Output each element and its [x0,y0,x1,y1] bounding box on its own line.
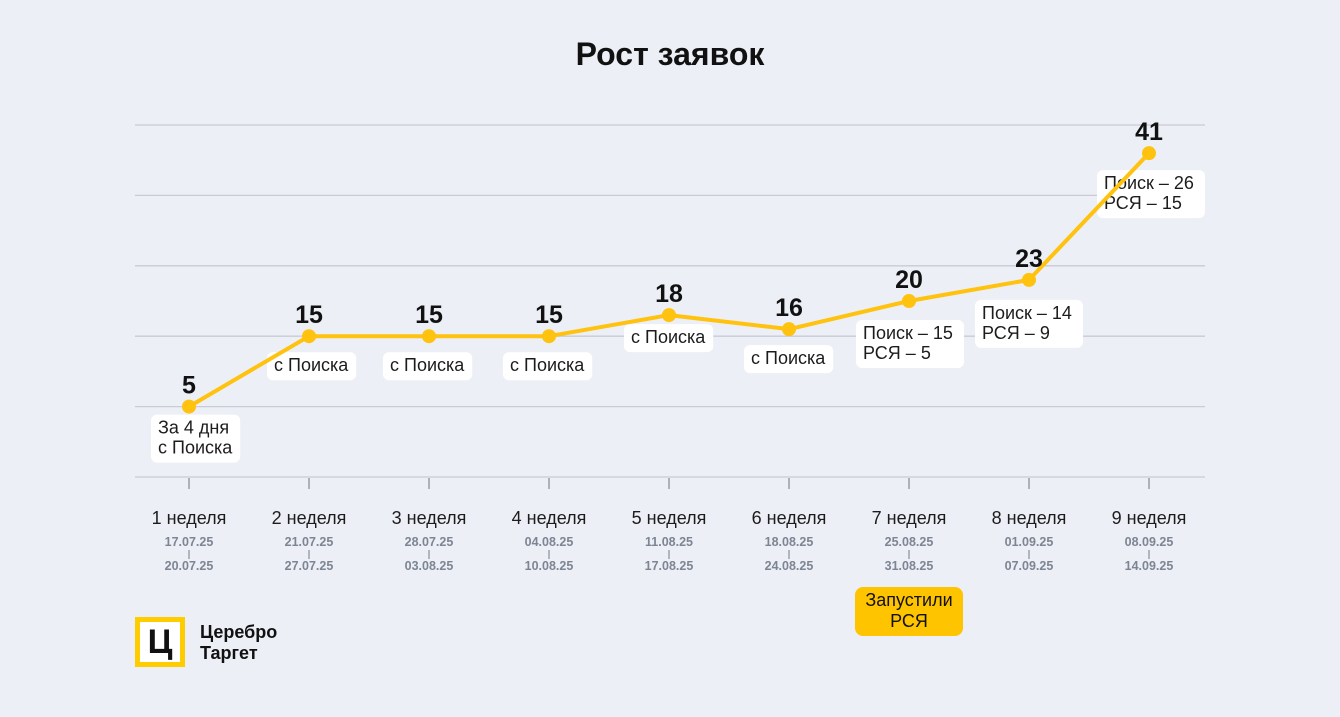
date-end-label: 24.08.25 [765,559,814,573]
data-label: 18 [655,280,683,308]
annotation-text: с Поиска [751,348,826,368]
date-start-label: 04.08.25 [525,535,574,549]
data-label: 5 [182,372,196,400]
launch-note: Запустили РСЯ [855,587,963,636]
annotation-text: Поиск – 15 [863,323,953,343]
x-tick-label: 8 неделя [992,508,1067,528]
brand-name: Церебро Таргет [200,622,277,664]
date-start-label: 28.07.25 [405,535,454,549]
annotation-box [151,414,241,463]
date-start-label: 25.08.25 [885,535,934,549]
x-tick-label: 2 неделя [272,508,347,528]
brand-name-line: Церебро [200,622,278,642]
data-point [302,329,316,344]
date-end-label: 20.07.25 [165,559,214,573]
date-end-label: 17.08.25 [645,559,694,573]
data-point [422,329,436,344]
date-start-label: 18.08.25 [765,535,814,549]
annotation-box [503,352,593,381]
annotation-box [975,299,1083,348]
data-point [1022,272,1036,287]
data-label: 41 [1135,118,1163,146]
launch-note-line: Запустили [865,590,953,610]
date-start-label: 01.09.25 [1005,535,1054,549]
annotation-box [267,352,357,381]
date-start-label: 08.09.25 [1125,535,1174,549]
annotation-text: Поиск – 26 [1104,173,1194,193]
date-end-label: 14.09.25 [1125,559,1174,573]
data-point [782,322,796,337]
annotation-text: РСЯ – 9 [982,323,1050,343]
x-tick-label: 1 неделя [152,508,227,528]
data-label: 15 [535,301,563,329]
date-end-label: 31.08.25 [885,559,934,573]
brand-logo-letter: Ц [140,622,180,662]
annotation-text: За 4 дня [158,418,229,438]
data-label: 15 [295,301,323,329]
date-start-label: 11.08.25 [645,535,693,549]
data-label: 23 [1015,245,1043,273]
x-tick-label: 9 неделя [1112,508,1187,528]
annotation-text: с Поиска [631,327,706,347]
data-point [1142,146,1156,161]
brand-name-line: Таргет [200,643,258,663]
x-tick-label: 6 неделя [752,508,827,528]
x-tick-label: 3 неделя [392,508,467,528]
chart-title: Рост заявок [575,36,765,72]
brand-logo: Ц [135,617,185,667]
data-label: 20 [895,266,923,294]
annotation-text: Поиск – 14 [982,303,1072,323]
x-tick-label: 7 неделя [872,508,947,528]
date-start-label: 21.07.25 [285,535,334,549]
data-point [542,329,556,344]
data-point [182,399,196,414]
x-tick-label: 4 неделя [512,508,587,528]
data-point [902,294,916,308]
x-tick-label: 5 неделя [632,508,707,528]
date-end-label: 07.09.25 [1005,559,1054,573]
date-end-label: 10.08.25 [525,559,574,573]
annotation-box [856,320,964,368]
data-label: 15 [415,301,443,329]
annotation-text: РСЯ – 15 [1104,193,1182,213]
annotation-text: с Поиска [274,355,349,375]
launch-note-line: РСЯ [890,611,928,631]
annotation-box [624,324,714,353]
annotation-text: с Поиска [158,438,233,458]
date-end-label: 03.08.25 [405,559,454,573]
annotation-box [383,352,473,381]
data-point [662,308,676,323]
annotation-text: РСЯ – 5 [863,343,931,363]
annotation-box [744,345,834,374]
annotation-text: с Поиска [510,355,585,375]
date-start-label: 17.07.25 [165,535,214,549]
annotation-text: с Поиска [390,355,465,375]
date-end-label: 27.07.25 [285,559,334,573]
data-label: 16 [775,294,803,322]
